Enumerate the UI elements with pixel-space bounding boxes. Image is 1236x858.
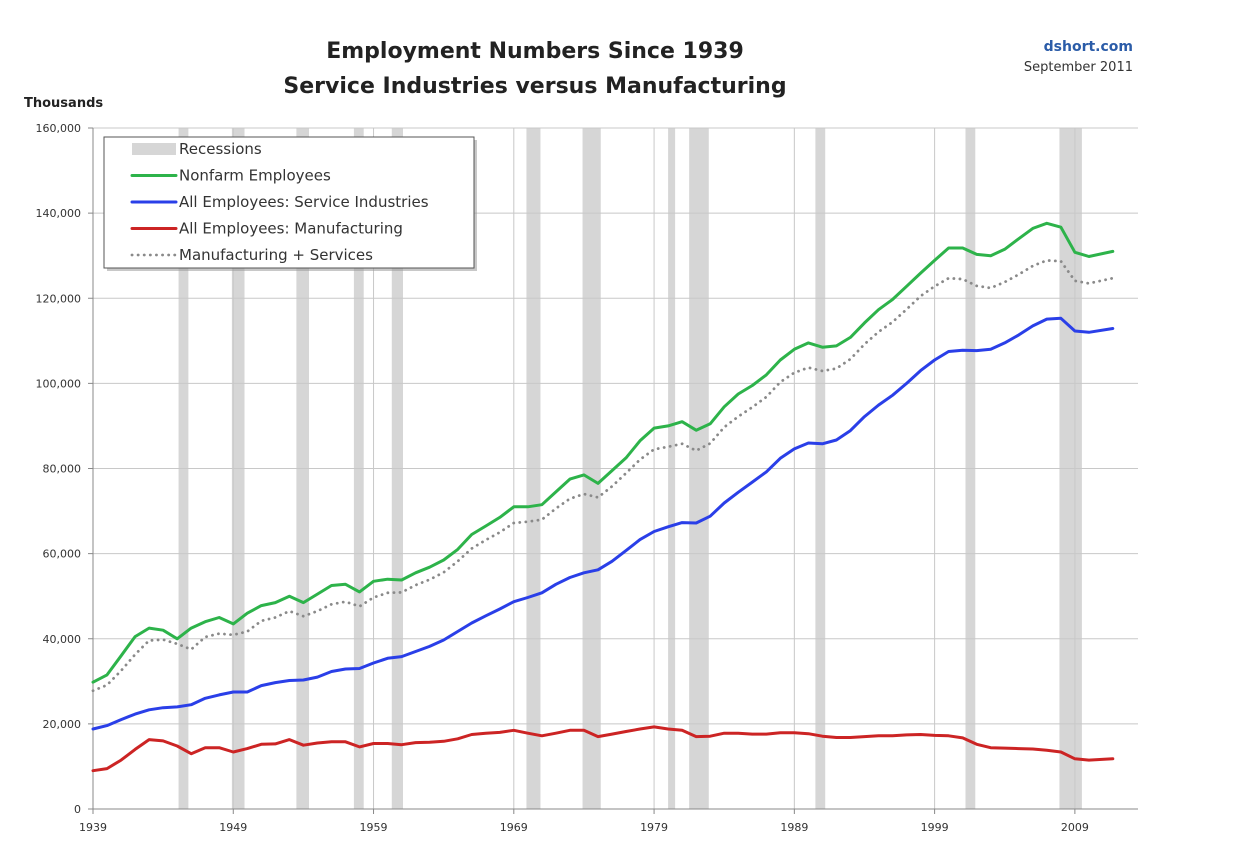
x-tick-label: 1959 (360, 821, 388, 834)
x-tick-label: 1979 (640, 821, 668, 834)
legend-label: Recessions (179, 140, 262, 158)
data-series (91, 221, 1115, 773)
legend-swatch-recessions (132, 143, 176, 155)
x-tick-label: 1939 (79, 821, 107, 834)
chart-subtitle: Service Industries versus Manufacturing (283, 74, 787, 99)
series-line-all-employees-service-industries (91, 316, 1115, 731)
series-line-nonfarm-employees (91, 221, 1115, 684)
y-tick-label: 20,000 (43, 718, 82, 731)
axes: 0 20,000 40,000 60,000 80,000 100,000 120,000 1… (36, 122, 1138, 834)
x-tick-label: 1989 (780, 821, 808, 834)
legend-label: Manufacturing + Services (179, 246, 373, 264)
y-tick-label: 0 (74, 803, 81, 816)
legend-label: All Employees: Service Industries (179, 193, 429, 211)
x-tick-label: 1969 (500, 821, 528, 834)
y-tick-label: 100,000 (36, 377, 82, 390)
source-credit: dshort.com September 2011 (1024, 36, 1133, 78)
x-tick-label: 1999 (921, 821, 949, 834)
legend-label: Nonfarm Employees (179, 167, 331, 185)
chart-title-block: Employment Numbers Since 1939 Service In… (270, 34, 800, 104)
source-date: September 2011 (1023, 60, 1133, 75)
y-tick-label: 120,000 (36, 292, 82, 305)
x-tick-label: 1949 (219, 821, 247, 834)
y-tick-label: 160,000 (36, 122, 82, 135)
series-line-all-employees-manufacturing (91, 725, 1115, 773)
y-axis-label: Thousands (24, 96, 103, 111)
chart-title: Employment Numbers Since 1939 (326, 39, 744, 64)
legend: Recessions Nonfarm Employees All Employees… (103, 136, 477, 271)
y-tick-label: 80,000 (43, 463, 82, 476)
legend-label: All Employees: Manufacturing (179, 220, 403, 238)
series-line-manufacturing-services (91, 258, 1115, 693)
y-tick-label: 40,000 (43, 633, 82, 646)
source-site: dshort.com (1043, 39, 1133, 55)
x-tick-label: 2009 (1061, 821, 1089, 834)
y-tick-label: 140,000 (36, 207, 82, 220)
y-tick-label: 60,000 (43, 548, 82, 561)
